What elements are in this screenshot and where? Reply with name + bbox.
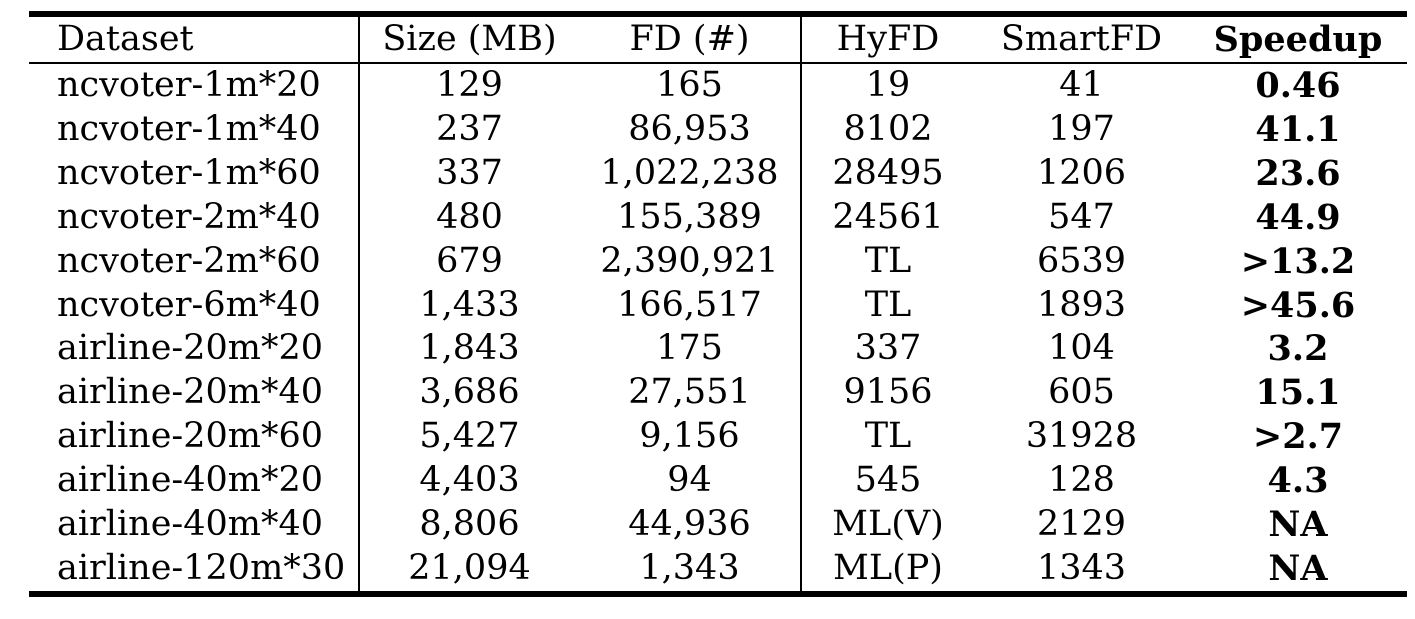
cell-hyfd: TL xyxy=(864,416,912,457)
cell-speedup: >13.2 xyxy=(1240,240,1356,282)
cell-fd-count: 1,343 xyxy=(579,546,802,591)
cell-hyfd: 337 xyxy=(854,328,922,369)
cell-size: 337 xyxy=(436,152,503,193)
cell-size: 8,806 xyxy=(419,504,520,545)
header-speedup: Speedup xyxy=(1213,19,1383,60)
table-header-rule xyxy=(29,62,1407,64)
cell-smartfd: 2129 xyxy=(1036,504,1127,545)
cell-size: 1,433 xyxy=(419,284,520,325)
cell-fd-count: 86,953 xyxy=(579,107,802,152)
cell-speedup: NA xyxy=(1268,504,1328,546)
cell-size: 237 xyxy=(436,108,503,149)
table-row: airline-20m*40 3,686 27,551 9156 605 15.1 xyxy=(29,371,1407,416)
cell-hyfd: 28495 xyxy=(832,152,944,193)
cell-fd-count: 9,156 xyxy=(579,415,802,460)
cell-dataset: airline-40m*40 xyxy=(29,503,360,547)
cell-smartfd: 197 xyxy=(1048,108,1115,149)
header-fd-count: FD (#) xyxy=(579,17,802,62)
cell-fd-count: 94 xyxy=(579,459,802,504)
cell-size: 4,403 xyxy=(419,460,520,501)
table-row: ncvoter-2m*40 480 155,389 24561 547 44.9 xyxy=(29,195,1407,240)
cell-dataset: ncvoter-1m*40 xyxy=(29,107,360,152)
table-row: airline-40m*40 8,806 44,936 ML(V) 2129 NA xyxy=(29,503,1407,547)
header-smartfd: SmartFD xyxy=(1000,19,1163,59)
cell-size: 129 xyxy=(436,65,503,105)
cell-smartfd: 104 xyxy=(1048,328,1115,369)
cell-speedup: 15.1 xyxy=(1255,372,1341,414)
table-row: airline-120m*30 21,094 1,343 ML(P) 1343 NA xyxy=(29,546,1407,591)
cell-dataset: airline-120m*30 xyxy=(29,546,360,591)
cell-smartfd: 547 xyxy=(1048,196,1115,237)
cell-speedup: 3.2 xyxy=(1267,328,1329,370)
cell-dataset: airline-40m*20 xyxy=(29,459,360,504)
table-row: ncvoter-1m*60 337 1,022,238 28495 1206 23.6 xyxy=(29,151,1407,196)
cell-smartfd: 605 xyxy=(1048,372,1115,413)
cell-size: 21,094 xyxy=(408,547,531,588)
cell-size: 3,686 xyxy=(419,372,520,413)
cell-speedup: NA xyxy=(1268,547,1328,589)
cell-speedup: 44.9 xyxy=(1255,196,1341,238)
cell-hyfd: ML(V) xyxy=(832,504,944,545)
cell-hyfd: TL xyxy=(864,240,912,281)
cell-speedup: 41.1 xyxy=(1255,108,1341,150)
cell-speedup: >2.7 xyxy=(1252,416,1344,458)
cell-dataset: ncvoter-1m*60 xyxy=(29,151,360,196)
cell-fd-count: 27,551 xyxy=(579,371,802,416)
cell-hyfd: 24561 xyxy=(832,196,944,237)
table-row: ncvoter-2m*60 679 2,390,921 TL 6539 >13.2 xyxy=(29,239,1407,284)
cell-fd-count: 165 xyxy=(579,64,802,108)
cell-fd-count: 175 xyxy=(579,327,802,372)
cell-fd-count: 2,390,921 xyxy=(579,239,802,284)
table-row: ncvoter-6m*40 1,433 166,517 TL 1893 >45.6 xyxy=(29,283,1407,328)
data-table: Dataset Size (MB) FD (#) HyFD SmartFD Sp… xyxy=(29,17,1407,62)
cell-dataset: ncvoter-2m*60 xyxy=(29,239,360,284)
cell-dataset: airline-20m*60 xyxy=(29,415,360,460)
cell-speedup: >45.6 xyxy=(1240,284,1356,326)
cell-dataset: ncvoter-1m*20 xyxy=(29,64,360,108)
table-row: ncvoter-1m*40 237 86,953 8102 197 41.1 xyxy=(29,107,1407,152)
table-row: ncvoter-1m*20 129 165 19 41 0.46 xyxy=(29,64,1407,108)
cell-dataset: ncvoter-6m*40 xyxy=(29,283,360,328)
header-hyfd: HyFD xyxy=(836,19,940,59)
cell-hyfd: 8102 xyxy=(843,108,933,149)
cell-hyfd: TL xyxy=(864,284,912,325)
data-table-body: ncvoter-1m*20 129 165 19 41 0.46 ncvoter-1m*40… xyxy=(29,64,1407,591)
cell-size: 1,843 xyxy=(419,328,520,369)
table-row: airline-40m*20 4,403 94 545 128 4.3 xyxy=(29,459,1407,504)
cell-smartfd: 1343 xyxy=(1036,547,1127,588)
header-size: Size (MB) xyxy=(382,19,557,59)
results-table: Dataset Size (MB) FD (#) HyFD SmartFD Sp… xyxy=(29,11,1407,597)
table-bottom-rule xyxy=(29,590,1407,597)
cell-size: 679 xyxy=(436,240,503,281)
table-row: airline-20m*60 5,427 9,156 TL 31928 >2.7 xyxy=(29,415,1407,460)
cell-smartfd: 1893 xyxy=(1036,284,1127,325)
cell-speedup: 4.3 xyxy=(1267,460,1329,502)
header-row: Dataset Size (MB) FD (#) HyFD SmartFD Sp… xyxy=(29,17,1407,62)
table-top-rule xyxy=(29,11,1407,17)
cell-size: 5,427 xyxy=(419,416,520,457)
cell-fd-count: 44,936 xyxy=(579,503,802,547)
cell-size: 480 xyxy=(436,196,503,237)
cell-smartfd: 31928 xyxy=(1025,416,1138,457)
cell-dataset: ncvoter-2m*40 xyxy=(29,195,360,240)
cell-fd-count: 155,389 xyxy=(579,195,802,240)
cell-speedup: 23.6 xyxy=(1255,152,1341,194)
cell-dataset: airline-20m*20 xyxy=(29,327,360,372)
cell-fd-count: 1,022,238 xyxy=(579,151,802,196)
cell-smartfd: 1206 xyxy=(1036,152,1127,193)
header-dataset: Dataset xyxy=(29,17,360,62)
cell-smartfd: 41 xyxy=(1059,65,1104,105)
cell-smartfd: 6539 xyxy=(1036,240,1127,281)
cell-dataset: airline-20m*40 xyxy=(29,371,360,416)
cell-hyfd: 545 xyxy=(854,460,922,501)
cell-smartfd: 128 xyxy=(1048,460,1115,501)
cell-hyfd: 19 xyxy=(865,65,911,105)
cell-speedup: 0.46 xyxy=(1255,65,1341,106)
cell-hyfd: 9156 xyxy=(843,372,933,413)
cell-fd-count: 166,517 xyxy=(579,283,802,328)
cell-hyfd: ML(P) xyxy=(833,547,943,588)
table-row: airline-20m*20 1,843 175 337 104 3.2 xyxy=(29,327,1407,372)
